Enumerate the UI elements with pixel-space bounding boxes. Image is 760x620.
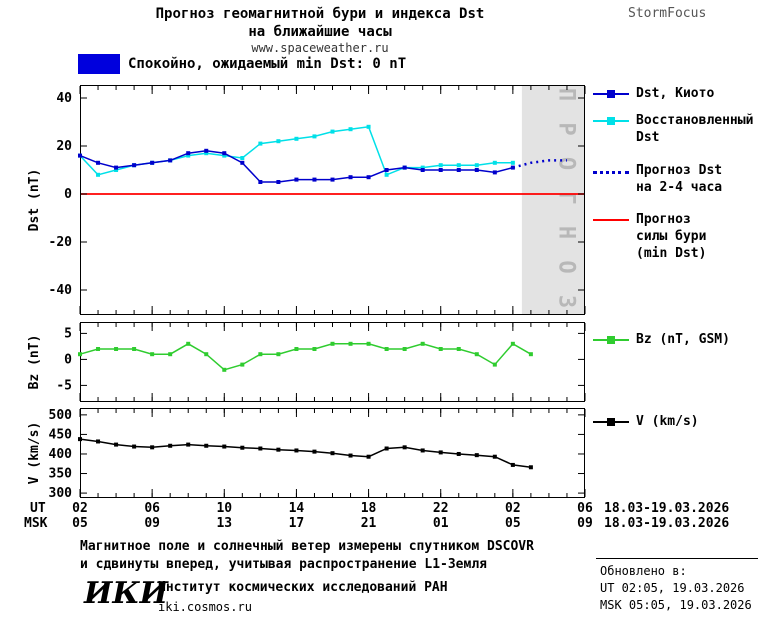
legend-label: Bz (nT, GSM) [636, 332, 730, 347]
dst-chart: П Р О Г Н О З 40 20 0 -20 -40 Dst (nT) [27, 85, 586, 315]
title-line-1: Прогноз геомагнитной бури и индекса Dst [155, 6, 485, 22]
dst-kyoto-swatch-icon [593, 87, 629, 101]
updated-label: Обновлено в: [600, 564, 687, 578]
tick-label: 17 [288, 516, 305, 531]
svg-text:40: 40 [56, 91, 72, 106]
msk-row-label: MSK [24, 516, 48, 531]
legend-label: Восстановленный Dst [636, 112, 754, 145]
legend-label: Прогноз силы бури (min Dst) [636, 212, 707, 262]
institute-site-link[interactable]: iki.cosmos.ru [158, 600, 252, 614]
tick-label: 14 [288, 501, 305, 516]
svg-text:500: 500 [49, 408, 73, 423]
ut-date-range: 18.03-19.03.2026 [604, 501, 730, 516]
svg-text:V (km/s): V (km/s) [27, 422, 42, 485]
note-line-2: и сдвинуты вперед, учитывая распростране… [80, 556, 487, 572]
tick-label: 05 [505, 516, 521, 531]
site-url: www.spaceweather.ru [251, 41, 389, 55]
updated-divider [596, 558, 758, 559]
legend-dst-forecast: Прогноз Dst на 2-4 часа [593, 163, 758, 197]
tick-label: 13 [216, 516, 233, 531]
v-legend: V (km/s) [593, 414, 758, 441]
data-source-note: Магнитное поле и солнечный ветер измерен… [80, 538, 534, 573]
tick-label: 06 [577, 501, 593, 516]
title-line-2: на ближайшие часы [248, 23, 392, 40]
svg-text:-5: -5 [56, 378, 72, 393]
tick-label: 02 [72, 501, 88, 516]
ut-row-label: UT [30, 501, 46, 516]
dst-restored-swatch-icon [593, 114, 629, 128]
tick-label: 09 [144, 516, 160, 531]
svg-text:0: 0 [64, 352, 72, 367]
page-title: Прогноз геомагнитной бури и индекса Dst … [0, 6, 640, 41]
legend-dst-kyoto: Dst, Киото [593, 86, 758, 103]
tick-label: 22 [432, 501, 449, 516]
svg-text:-40: -40 [49, 283, 73, 298]
v-swatch-icon [593, 415, 629, 429]
tick-label: 09 [577, 516, 593, 531]
svg-text:-20: -20 [49, 235, 73, 250]
svg-text:450: 450 [49, 427, 73, 442]
svg-text:Dst (nT): Dst (nT) [27, 169, 42, 232]
note-line-1: Магнитное поле и солнечный ветер измерен… [80, 539, 534, 554]
tick-label: 02 [505, 501, 521, 516]
svg-text:Bz (nT): Bz (nT) [27, 335, 42, 390]
legend-dst-restored: Восстановленный Dst [593, 113, 758, 147]
bz-chart: 5 0 -5 Bz (nT) [27, 322, 586, 402]
svg-text:5: 5 [64, 326, 72, 341]
status-color-box [78, 54, 120, 74]
brand-label: StormFocus [628, 6, 707, 21]
tick-label: 18 [360, 501, 377, 516]
svg-text:П Р О Г Н О З: П Р О Г Н О З [553, 88, 578, 312]
updated-ut: UT 02:05, 19.03.2026 [600, 581, 745, 595]
legend-storm-forecast: Прогноз силы бури (min Dst) [593, 212, 758, 263]
svg-text:400: 400 [49, 447, 73, 462]
iki-logo: ИКИ [84, 576, 168, 611]
tick-label: 01 [432, 516, 449, 531]
svg-text:350: 350 [49, 467, 73, 482]
legend-label: Прогноз Dst на 2-4 часа [636, 162, 723, 195]
tick-label: 21 [360, 516, 377, 531]
institute-name: Институт космических исследований РАН [158, 580, 448, 595]
svg-text:0: 0 [64, 187, 72, 202]
tick-label: 06 [144, 501, 160, 516]
dst-legend: Dst, Киото Восстановленный Dst Прогноз D… [593, 86, 758, 273]
legend-label: Dst, Киото [636, 86, 715, 101]
svg-text:20: 20 [56, 139, 72, 154]
storm-line-swatch-icon [593, 213, 629, 227]
legend-bz: Bz (nT, GSM) [593, 332, 758, 349]
status-banner-label: Спокойно, ожидаемый min Dst: 0 nT [128, 56, 407, 72]
legend-v: V (km/s) [593, 414, 758, 431]
svg-text:300: 300 [49, 486, 73, 498]
updated-msk: MSK 05:05, 19.03.2026 [600, 598, 752, 612]
status-banner: Спокойно, ожидаемый min Dst: 0 nT [78, 54, 406, 74]
dst-forecast-swatch-icon [593, 170, 629, 174]
bz-legend: Bz (nT, GSM) [593, 332, 758, 359]
legend-label: V (km/s) [636, 414, 699, 429]
tick-label: 05 [72, 516, 88, 531]
bz-swatch-icon [593, 333, 629, 347]
msk-date-range: 18.03-19.03.2026 [604, 516, 730, 531]
tick-label: 10 [216, 501, 233, 516]
v-chart: 500 450 400 350 300 V (km/s) [27, 408, 586, 498]
